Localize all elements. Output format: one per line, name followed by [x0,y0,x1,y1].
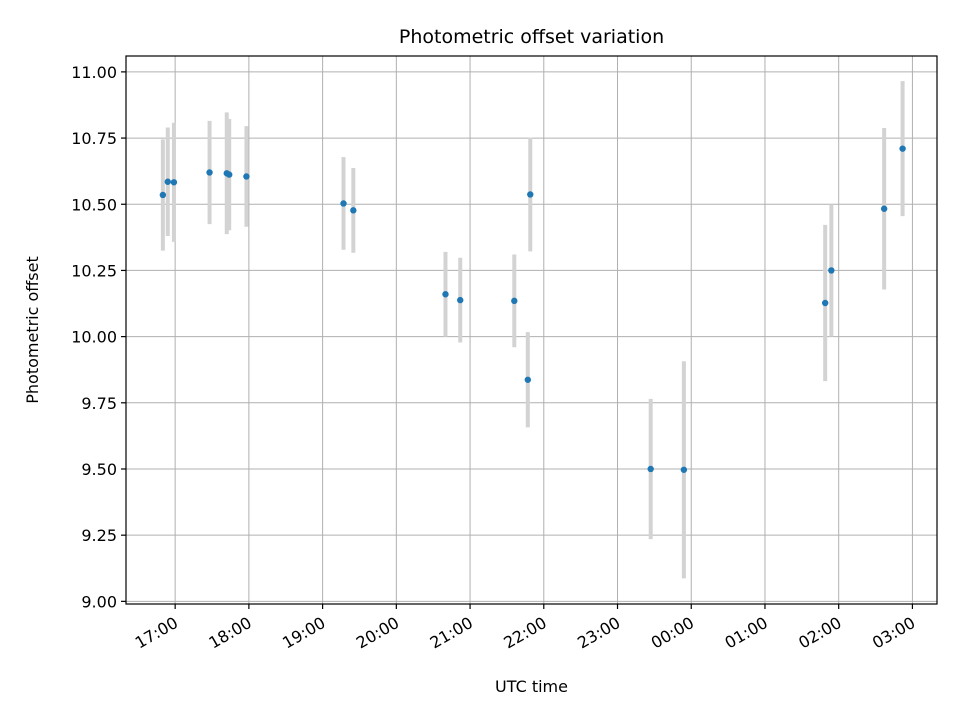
data-point [457,296,464,304]
y-tick-label: 11.00 [71,63,117,82]
data-point [880,205,888,212]
data-point [821,299,829,307]
data-point [828,267,835,274]
data-point [527,191,534,198]
y-tick-label: 10.50 [71,195,117,214]
data-point [159,191,167,199]
data-point [170,179,178,186]
y-tick-label: 10.00 [71,328,117,347]
data-point [243,173,250,180]
y-tick-label: 9.75 [81,394,117,413]
y-tick-label: 9.50 [81,460,117,479]
data-point [442,291,449,298]
plot-frame [125,55,938,605]
y-tick-label: 9.25 [81,526,117,545]
x-axis-title: UTC time [495,677,568,696]
data-point [340,200,347,207]
data-point [647,465,654,473]
grid [126,56,937,604]
data-point [350,207,357,214]
y-axis-title: Photometric offset [23,256,42,404]
data-point [899,145,906,152]
chart-title: Photometric offset variation [399,26,664,48]
y-axis-ticks: 9.00 9.25 9.50 9.75 10.00 10.25 10.50 10.75 11.0… [71,63,126,611]
data-point [511,297,518,305]
data-point [164,178,171,185]
y-tick-label: 9.00 [81,592,117,611]
y-tick-label: 10.25 [71,261,117,280]
data-point [226,171,233,178]
y-tick-label: 10.75 [71,129,117,148]
data-point [680,466,688,473]
data-points [159,145,906,473]
data-point [206,169,213,176]
data-point [524,376,532,383]
